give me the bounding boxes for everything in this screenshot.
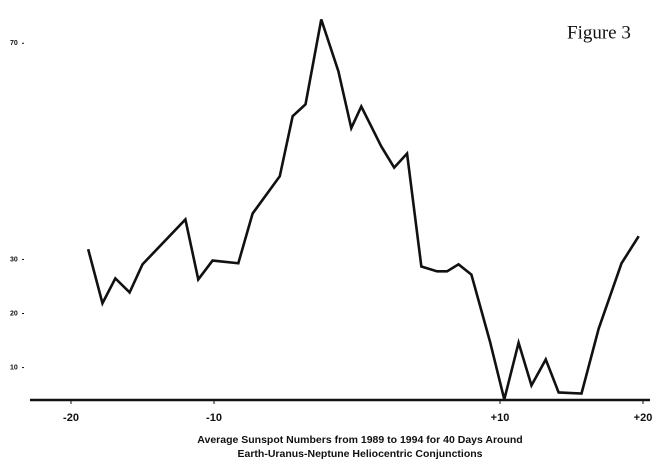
y-tick-label: 20 — [10, 310, 18, 317]
x-axis-label: Average Sunspot Numbers from 1989 to 199… — [197, 434, 522, 446]
x-tick-label: -10 — [206, 412, 222, 424]
y-tick-label: 30 — [10, 256, 18, 263]
y-tick-label: 70 — [10, 40, 18, 47]
x-axis-label: Earth-Uranus-Neptune Heliocentric Conjun… — [237, 448, 482, 460]
x-tick-label: +20 — [634, 412, 653, 424]
data-line — [86, 19, 640, 400]
y-tick-label: 10 — [10, 364, 18, 371]
figure-title: Figure 3 — [567, 22, 631, 43]
x-tick-label: -20 — [63, 412, 79, 424]
x-tick-label: +10 — [491, 412, 510, 424]
